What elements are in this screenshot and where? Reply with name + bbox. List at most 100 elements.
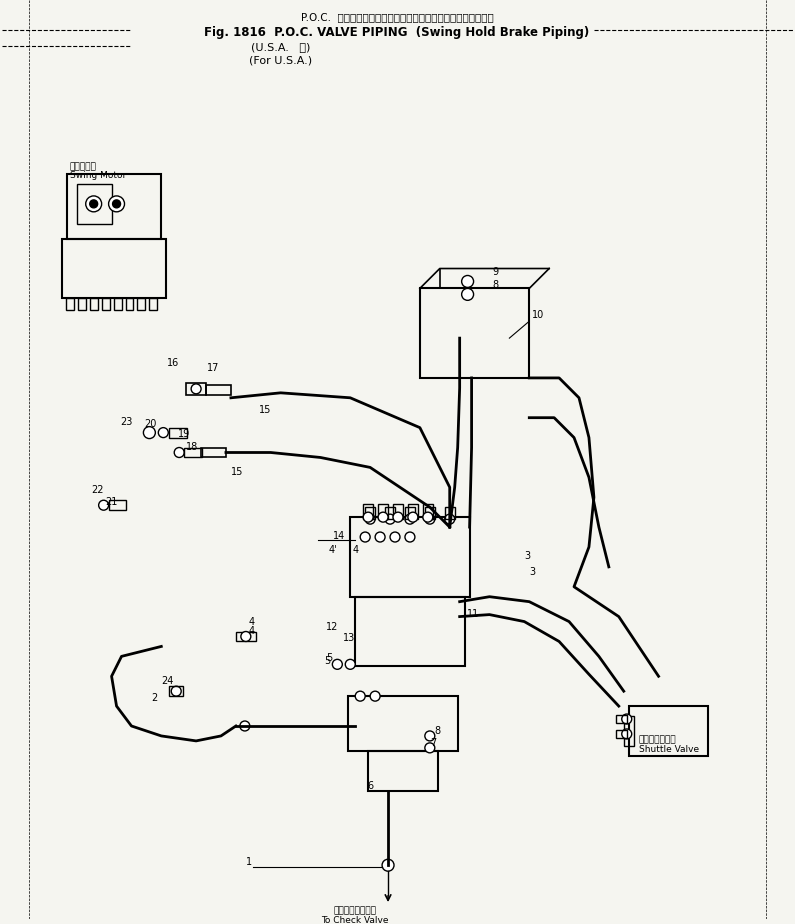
Circle shape <box>174 447 184 457</box>
Circle shape <box>158 428 169 438</box>
Text: 16: 16 <box>167 358 180 368</box>
Bar <box>62 238 166 298</box>
Circle shape <box>390 532 400 542</box>
Bar <box>378 505 388 519</box>
Circle shape <box>382 859 394 871</box>
Text: 4': 4' <box>328 545 337 555</box>
Circle shape <box>444 514 455 524</box>
Bar <box>186 383 206 395</box>
Text: 13: 13 <box>343 634 355 643</box>
Bar <box>616 730 626 738</box>
Bar <box>236 631 256 641</box>
Bar <box>393 505 403 519</box>
Circle shape <box>109 196 125 212</box>
Circle shape <box>462 288 474 300</box>
Circle shape <box>462 275 474 287</box>
Circle shape <box>405 514 415 524</box>
Text: 15: 15 <box>258 405 271 415</box>
Text: 24: 24 <box>161 676 173 687</box>
Bar <box>114 298 122 310</box>
Circle shape <box>622 729 632 739</box>
Bar <box>78 298 86 310</box>
Text: 3: 3 <box>524 551 530 561</box>
Text: 10: 10 <box>533 310 545 321</box>
Text: 23: 23 <box>121 417 133 427</box>
Circle shape <box>240 721 250 731</box>
Bar <box>109 500 126 510</box>
Bar <box>385 507 395 519</box>
Text: 19: 19 <box>178 429 191 439</box>
Text: 20: 20 <box>145 419 157 429</box>
Text: (For U.S.A.): (For U.S.A.) <box>249 55 312 66</box>
Circle shape <box>113 200 121 208</box>
Text: 11: 11 <box>467 609 479 618</box>
Bar <box>126 298 134 310</box>
Text: 1: 1 <box>246 857 252 868</box>
Circle shape <box>360 532 370 542</box>
Bar <box>77 184 111 224</box>
Text: 7: 7 <box>430 738 436 748</box>
Circle shape <box>143 427 155 439</box>
Bar <box>365 507 375 519</box>
Circle shape <box>345 660 355 669</box>
Circle shape <box>365 514 375 524</box>
Bar <box>629 706 708 756</box>
Text: 5: 5 <box>327 653 332 663</box>
Bar <box>90 298 98 310</box>
Text: 17: 17 <box>207 363 219 373</box>
Circle shape <box>86 196 102 212</box>
Bar <box>206 385 231 395</box>
Circle shape <box>622 714 632 724</box>
Text: 18: 18 <box>186 442 199 452</box>
Text: 21: 21 <box>106 497 118 507</box>
Bar <box>624 716 634 746</box>
Circle shape <box>393 512 403 522</box>
Bar <box>363 505 373 519</box>
Circle shape <box>425 514 435 524</box>
Circle shape <box>171 687 181 696</box>
Text: 14: 14 <box>333 531 346 541</box>
Text: 22: 22 <box>91 485 104 495</box>
Circle shape <box>385 514 395 524</box>
Bar <box>368 751 438 791</box>
Bar <box>355 597 464 666</box>
Circle shape <box>191 383 201 394</box>
Circle shape <box>423 512 432 522</box>
Text: 4: 4 <box>249 616 255 626</box>
Text: 9: 9 <box>492 267 498 277</box>
Text: Swing Motor: Swing Motor <box>70 171 126 180</box>
Bar <box>408 505 418 519</box>
Bar <box>420 288 529 378</box>
Bar <box>351 517 470 597</box>
Circle shape <box>370 691 380 701</box>
Bar <box>201 447 226 457</box>
Text: 4: 4 <box>249 626 255 637</box>
Text: 2: 2 <box>151 693 157 703</box>
Circle shape <box>378 512 388 522</box>
Text: 3: 3 <box>529 566 535 577</box>
Text: 旋回モータ: 旋回モータ <box>70 162 97 171</box>
Circle shape <box>408 512 418 522</box>
Circle shape <box>99 500 109 510</box>
Circle shape <box>405 532 415 542</box>
Circle shape <box>90 200 98 208</box>
Circle shape <box>241 631 250 641</box>
Bar <box>169 428 187 438</box>
Text: 8: 8 <box>492 280 498 290</box>
Bar <box>423 505 432 519</box>
Text: To Check Valve: To Check Valve <box>321 916 389 924</box>
Bar <box>67 174 161 238</box>
Bar <box>425 507 435 519</box>
Circle shape <box>425 743 435 753</box>
Circle shape <box>355 691 365 701</box>
Bar <box>444 507 455 519</box>
Bar <box>405 507 415 519</box>
Circle shape <box>425 731 435 741</box>
Text: (U.S.A.   向): (U.S.A. 向) <box>251 42 310 52</box>
Text: 5: 5 <box>324 656 331 666</box>
Bar <box>66 298 74 310</box>
Text: 8: 8 <box>435 726 441 736</box>
Text: 6: 6 <box>367 781 374 791</box>
Circle shape <box>363 512 373 522</box>
Text: 15: 15 <box>231 468 243 478</box>
